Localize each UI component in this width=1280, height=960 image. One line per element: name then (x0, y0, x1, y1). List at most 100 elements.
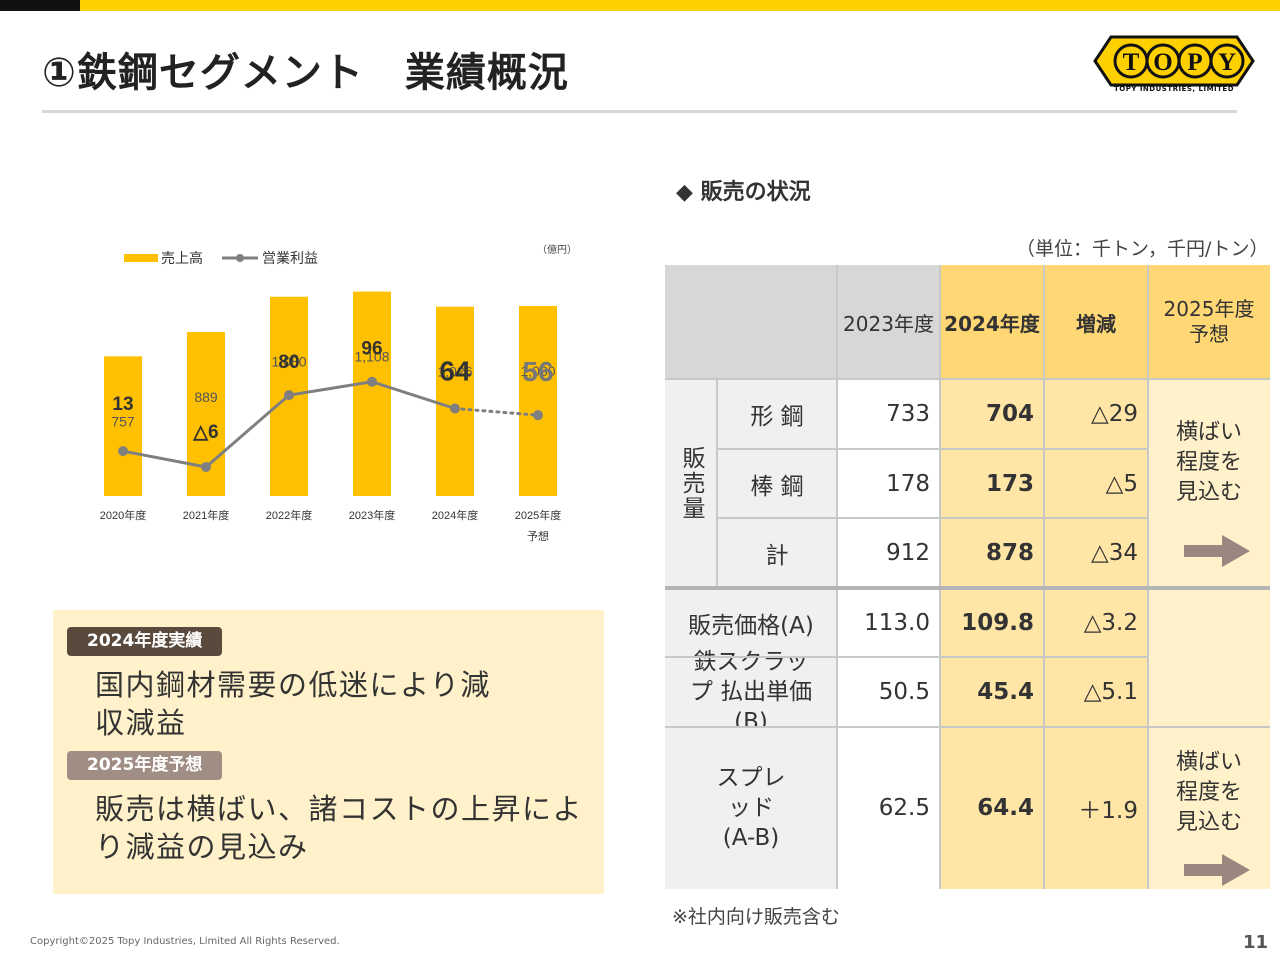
row-label-price: 販売価格(A) (665, 589, 837, 657)
grid-line (717, 448, 1148, 450)
logo-subtitle: TOPY INDUSTRIES, LIMITED (1113, 85, 1235, 93)
spread-2024: 64.4 (940, 727, 1044, 889)
spread-2023: 62.5 (837, 727, 940, 889)
bar-2024: 173 (940, 449, 1044, 518)
top-accent-black (0, 0, 80, 11)
table-corner (665, 265, 837, 379)
logo-letter-4: Y (1218, 49, 1236, 76)
sales-value-label: 889 (194, 389, 218, 405)
grid-line (665, 726, 1270, 728)
shape-2024: 704 (940, 379, 1044, 449)
copyright: Copyright©2025 Topy Industries, Limited … (30, 936, 340, 947)
sales-value-label: 757 (111, 413, 135, 429)
title-divider (42, 110, 1237, 113)
x-tick-label: 2024年度 (432, 508, 478, 522)
profit-value-label: △6 (192, 422, 218, 443)
forecast-spread-cell: 横ばい 程度を 見込む (1148, 727, 1270, 889)
shape-2023: 733 (837, 379, 940, 449)
x-tick-label: 2023年度 (349, 508, 395, 522)
sales-profit-chart: 売上高 営業利益 （億円） 757 2020年度 889 2021年度 1,080 2022年度… (60, 232, 600, 552)
grid-line (1043, 265, 1045, 889)
forecast-spread-text: 横ばい 程度を 見込む (1175, 750, 1242, 835)
sales-section-title: ◆ 販売の状況 (676, 180, 811, 205)
x-tick-label: 2025年度 (515, 508, 561, 522)
header-2025-forecast: 2025年度 予想 (1148, 265, 1270, 379)
grid-line (1147, 265, 1149, 889)
grid-line (939, 265, 941, 889)
profit-value-label: 56 (522, 356, 553, 387)
sales-bar (353, 291, 391, 496)
grid-line (665, 656, 1148, 658)
topy-logo: T O P Y (1093, 35, 1255, 87)
price-2024: 109.8 (940, 589, 1044, 657)
summary-box: 2024年度実績 国内鋼材需要の低迷により減収減益 2025年度予想 販売は横ば… (53, 610, 604, 894)
tag-2024-result: 2024年度実績 (67, 627, 223, 656)
profit-marker (201, 462, 211, 473)
bar-2023: 178 (837, 449, 940, 518)
top-accent-yellow (80, 0, 1280, 11)
row-label-bar-steel: 棒 鋼 (717, 449, 837, 518)
x-tick-label: 2022年度 (266, 508, 312, 522)
summary-2024-text: 国内鋼材需要の低迷により減収減益 (95, 668, 491, 740)
header-2023: 2023年度 (837, 265, 940, 379)
sales-footnote: ※社内向け販売含む (672, 906, 840, 928)
profit-marker (284, 390, 294, 401)
price-forecast (1148, 589, 1270, 657)
summary-2025-text: 販売は横ばい、諸コストの上昇により減益の見込み (95, 792, 584, 864)
sales-unit-label: （単位：千トン，千円/トン） (1016, 238, 1269, 260)
scrap-diff: △5.1 (1044, 657, 1148, 727)
price-2023: 113.0 (837, 589, 940, 657)
header-2024: 2024年度 (940, 265, 1044, 379)
page-title: ①鉄鋼セグメント 業績概況 (42, 50, 569, 96)
price-diff: △3.2 (1044, 589, 1148, 657)
unit-label: （億円） (537, 243, 577, 256)
row-label-total: 計 (717, 518, 837, 587)
total-2023: 912 (837, 518, 940, 587)
row-label-scrap: 鉄スクラップ 払出単価(B) (665, 649, 837, 735)
legend-sales-swatch (124, 254, 158, 262)
legend-profit-marker (236, 254, 244, 262)
total-diff: △34 (1044, 518, 1148, 587)
total-2024: 878 (940, 518, 1044, 587)
header-diff: 増減 (1044, 265, 1148, 379)
x-tick-label: 2020年度 (100, 508, 146, 522)
sales-bar (519, 305, 557, 496)
bar-diff: △5 (1044, 449, 1148, 518)
sales-bar (436, 306, 474, 496)
right-arrow-icon (1184, 535, 1250, 567)
profit-value-label: 64 (439, 355, 471, 386)
sales-value-label: 1,080 (271, 354, 306, 370)
logo-letter-3: P (1187, 49, 1202, 76)
profit-forecast-line (453, 406, 540, 417)
profit-marker (533, 410, 543, 421)
grid-line (716, 379, 718, 587)
chart-svg: 売上高 営業利益 （億円） 757 2020年度 889 2021年度 1,080 2022年度… (100, 243, 577, 543)
tag-2025-forecast: 2025年度予想 (67, 751, 223, 780)
profit-marker (118, 446, 128, 457)
page-number: 11 (1243, 932, 1269, 953)
profit-value-label: 80 (278, 352, 299, 373)
logo-letter-2: O (1153, 49, 1172, 76)
legend-profit-label: 営業利益 (262, 250, 318, 266)
scrap-2023: 50.5 (837, 657, 940, 727)
grid-line (717, 517, 1148, 519)
sales-value-label: 1,030 (520, 363, 555, 379)
right-arrow-icon (1184, 854, 1250, 886)
profit-marker (450, 403, 460, 414)
x-tick-label: 2021年度 (183, 508, 229, 522)
row-label-shape-steel: 形 鋼 (717, 379, 837, 449)
legend-sales-label: 売上高 (161, 250, 203, 266)
grid-line (836, 265, 838, 889)
group-label-sales-volume: 販売量 (665, 379, 717, 587)
spread-diff: ＋1.9 (1044, 727, 1148, 889)
profit-value-label: 96 (361, 339, 382, 360)
sales-bar (104, 356, 142, 496)
scrap-forecast (1148, 657, 1270, 727)
profit-value-label: 13 (112, 394, 133, 415)
row-label-spread: スプレッド (A-B) (665, 727, 837, 889)
shape-diff: △29 (1044, 379, 1148, 449)
logo-ring-4 (1209, 43, 1245, 79)
forecast-volume-text: 横ばい 程度を 見込む (1175, 420, 1242, 505)
sales-value-label: 1,026 (437, 364, 472, 380)
grid-line (665, 378, 1270, 380)
